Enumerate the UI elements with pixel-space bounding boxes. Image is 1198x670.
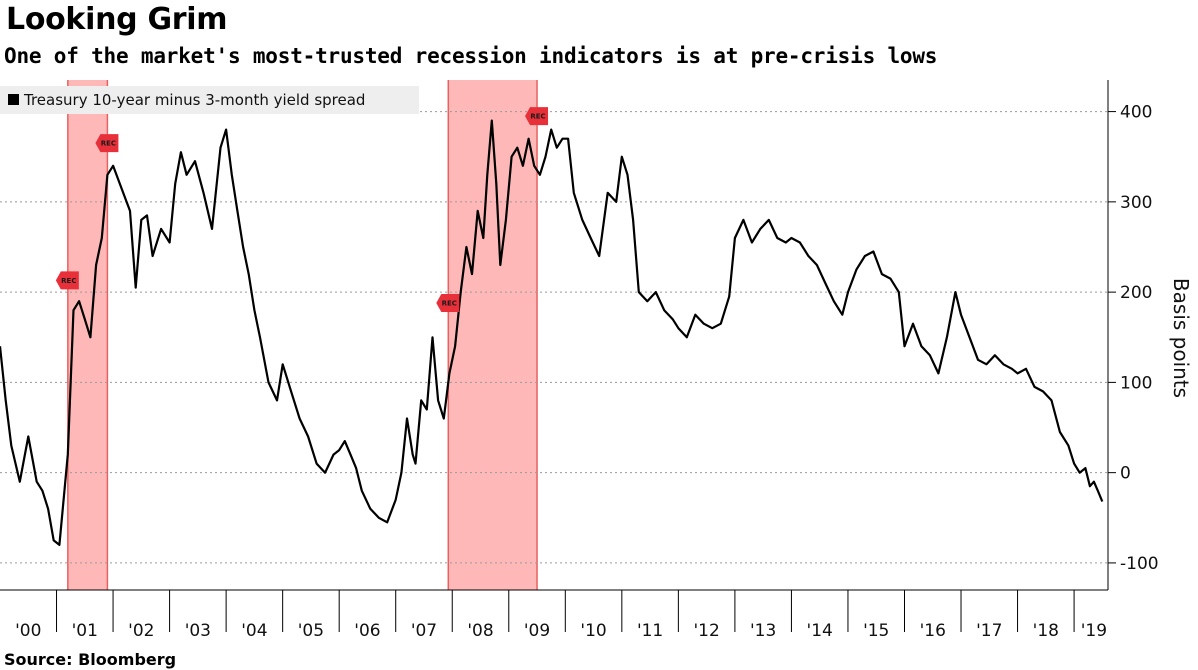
x-tick-label: '01	[72, 621, 98, 641]
rec-marker: REC	[436, 293, 460, 312]
x-tick-label: '18	[1033, 621, 1059, 641]
x-tick-label: '12	[693, 621, 719, 641]
source-note: Source: Bloomberg	[4, 650, 177, 669]
rec-marker-label: REC	[61, 277, 76, 285]
rec-marker-label: REC	[101, 140, 116, 148]
x-tick-label: '10	[580, 621, 606, 641]
axes	[0, 80, 1109, 591]
y-tick-label: 100	[1120, 373, 1152, 393]
x-tick-label: '03	[185, 621, 211, 641]
x-tick-label: '04	[241, 621, 267, 641]
series-line	[0, 119, 1104, 547]
legend-label: Treasury 10-year minus 3-month yield spr…	[23, 91, 365, 109]
rec-marker: REC	[55, 271, 79, 290]
gridlines	[0, 111, 1108, 564]
recession-band	[67, 80, 108, 590]
x-tick-label: '15	[863, 621, 889, 641]
legend-swatch	[8, 94, 19, 105]
chart-subtitle: One of the market's most-trusted recessi…	[4, 44, 938, 68]
x-axis-ticks: '00 '01 '02 '03 '04 '05 '06 '07 '08 '09 '10 '11 '12 '…	[15, 590, 1107, 641]
rec-marker-label: REC	[530, 113, 545, 121]
x-tick-label: '16	[920, 621, 946, 641]
x-tick-label: '00	[15, 621, 41, 641]
y-tick-label: 200	[1120, 283, 1152, 303]
rec-marker-shape	[95, 134, 119, 153]
recession-bands	[67, 80, 538, 590]
y-tick-label: 300	[1120, 193, 1152, 213]
rec-marker-shape	[436, 293, 460, 312]
y-axis-ticks: 400 300 200 100 0 -100	[1108, 103, 1159, 574]
rec-marker-shape	[55, 271, 79, 290]
x-tick-label: '09	[524, 621, 550, 641]
recession-band	[448, 80, 538, 590]
x-tick-label: '07	[411, 621, 437, 641]
rec-marker-label: REC	[442, 299, 457, 307]
x-tick-label: '05	[298, 621, 324, 641]
y-tick-label: 0	[1120, 464, 1131, 484]
x-tick-label: '11	[637, 621, 663, 641]
y-tick-label: -100	[1120, 554, 1159, 574]
x-tick-label: '02	[128, 621, 154, 641]
rec-markers: REC REC REC REC	[55, 107, 549, 312]
y-tick-label: 400	[1120, 103, 1152, 123]
x-tick-label: '06	[354, 621, 380, 641]
x-tick-label: '14	[807, 621, 833, 641]
x-tick-label: '08	[467, 621, 493, 641]
legend: Treasury 10-year minus 3-month yield spr…	[0, 86, 419, 114]
x-tick-label: '17	[976, 621, 1002, 641]
x-tick-label: '13	[750, 621, 776, 641]
series-layer	[0, 119, 1104, 547]
rec-marker: REC	[525, 107, 549, 126]
legend-background	[0, 86, 419, 114]
rec-marker: REC	[95, 134, 119, 153]
rec-marker-shape	[525, 107, 549, 126]
chart-title: Looking Grim	[6, 2, 228, 37]
x-tick-label: '19	[1081, 621, 1107, 641]
y-axis-label: Basis points	[1169, 278, 1193, 398]
